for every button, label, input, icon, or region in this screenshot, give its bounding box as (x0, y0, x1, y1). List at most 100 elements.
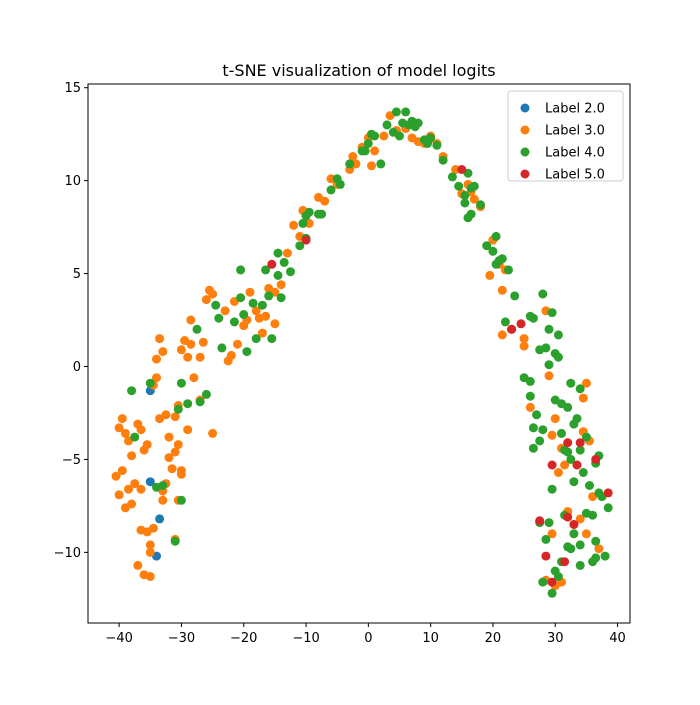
y-tick-label: 0 (73, 360, 81, 375)
data-point (155, 334, 165, 344)
data-point (591, 454, 601, 464)
data-point (541, 534, 551, 544)
data-point (585, 481, 594, 490)
data-point (176, 469, 186, 479)
data-point (145, 378, 155, 388)
data-point (257, 300, 267, 310)
data-point (248, 298, 258, 308)
data-point (569, 529, 579, 539)
data-point (600, 551, 610, 561)
data-point (451, 165, 461, 174)
data-point (183, 399, 193, 409)
data-point (563, 402, 573, 412)
data-point (136, 425, 146, 435)
data-point (541, 551, 551, 561)
data-point (379, 131, 389, 141)
data-point (276, 280, 286, 290)
data-point (516, 319, 526, 329)
data-point (186, 315, 196, 325)
data-point (547, 460, 557, 470)
data-point (127, 451, 137, 461)
data-point (267, 334, 277, 344)
data-point (575, 438, 585, 448)
chart-title: t-SNE visualization of model logits (222, 61, 495, 80)
data-point (588, 510, 598, 520)
data-point (170, 412, 180, 422)
data-point (145, 540, 155, 550)
data-point (148, 523, 158, 533)
data-point (578, 393, 588, 403)
data-point (130, 479, 140, 489)
data-point (279, 257, 289, 267)
data-point (485, 270, 495, 280)
legend-marker (520, 103, 530, 113)
data-point (145, 572, 155, 581)
data-point (286, 267, 295, 277)
data-point (217, 343, 227, 353)
legend-marker (520, 147, 530, 157)
data-point (547, 308, 557, 318)
data-point (158, 347, 168, 357)
data-point (566, 378, 576, 388)
data-point (532, 410, 542, 420)
data-point (525, 376, 535, 386)
x-tick-label: 20 (485, 631, 502, 646)
data-point (208, 428, 218, 438)
data-point (376, 159, 386, 169)
plot-frame (87, 83, 631, 624)
data-point (547, 588, 557, 598)
data-point (538, 289, 548, 299)
y-tick-label: 10 (64, 174, 81, 189)
data-point (575, 445, 585, 455)
data-point (304, 218, 314, 228)
data-point (363, 139, 373, 148)
data-point (117, 466, 127, 476)
data-point (176, 378, 186, 388)
data-point (326, 185, 336, 195)
x-tick-label: −30 (168, 631, 195, 646)
data-point (413, 118, 423, 128)
data-point (525, 402, 535, 412)
data-point (335, 179, 345, 189)
data-point (488, 246, 498, 256)
data-point (544, 360, 554, 370)
data-point (569, 520, 579, 529)
data-point (176, 345, 186, 355)
data-point (295, 241, 305, 251)
data-point (507, 324, 517, 334)
data-point (261, 311, 271, 321)
data-point (214, 313, 224, 323)
data-point (544, 324, 554, 334)
data-point (491, 259, 501, 269)
data-point (466, 209, 476, 219)
data-point (189, 373, 199, 383)
data-point (460, 191, 470, 200)
data-point (476, 200, 485, 210)
data-point (572, 460, 582, 470)
data-point (124, 484, 133, 494)
points-layer (111, 107, 613, 598)
data-point (581, 432, 591, 442)
data-point (575, 514, 585, 524)
legend-label: Label 5.0 (545, 168, 605, 183)
data-point (201, 295, 211, 305)
x-tick-label: −10 (292, 631, 319, 646)
data-point (538, 425, 548, 435)
data-point (133, 560, 143, 570)
y-tick-label: 5 (73, 267, 81, 282)
data-point (591, 536, 601, 546)
data-point (454, 181, 464, 191)
data-point (469, 194, 479, 204)
data-point (282, 248, 292, 258)
series-4 (267, 165, 613, 587)
data-point (195, 352, 205, 362)
data-point (208, 289, 218, 299)
data-point (320, 196, 330, 206)
data-point (547, 430, 557, 440)
data-point (251, 306, 261, 316)
data-point (173, 440, 183, 450)
data-point (519, 334, 529, 344)
data-point (575, 384, 585, 394)
data-point (152, 354, 161, 364)
data-point (155, 514, 165, 524)
